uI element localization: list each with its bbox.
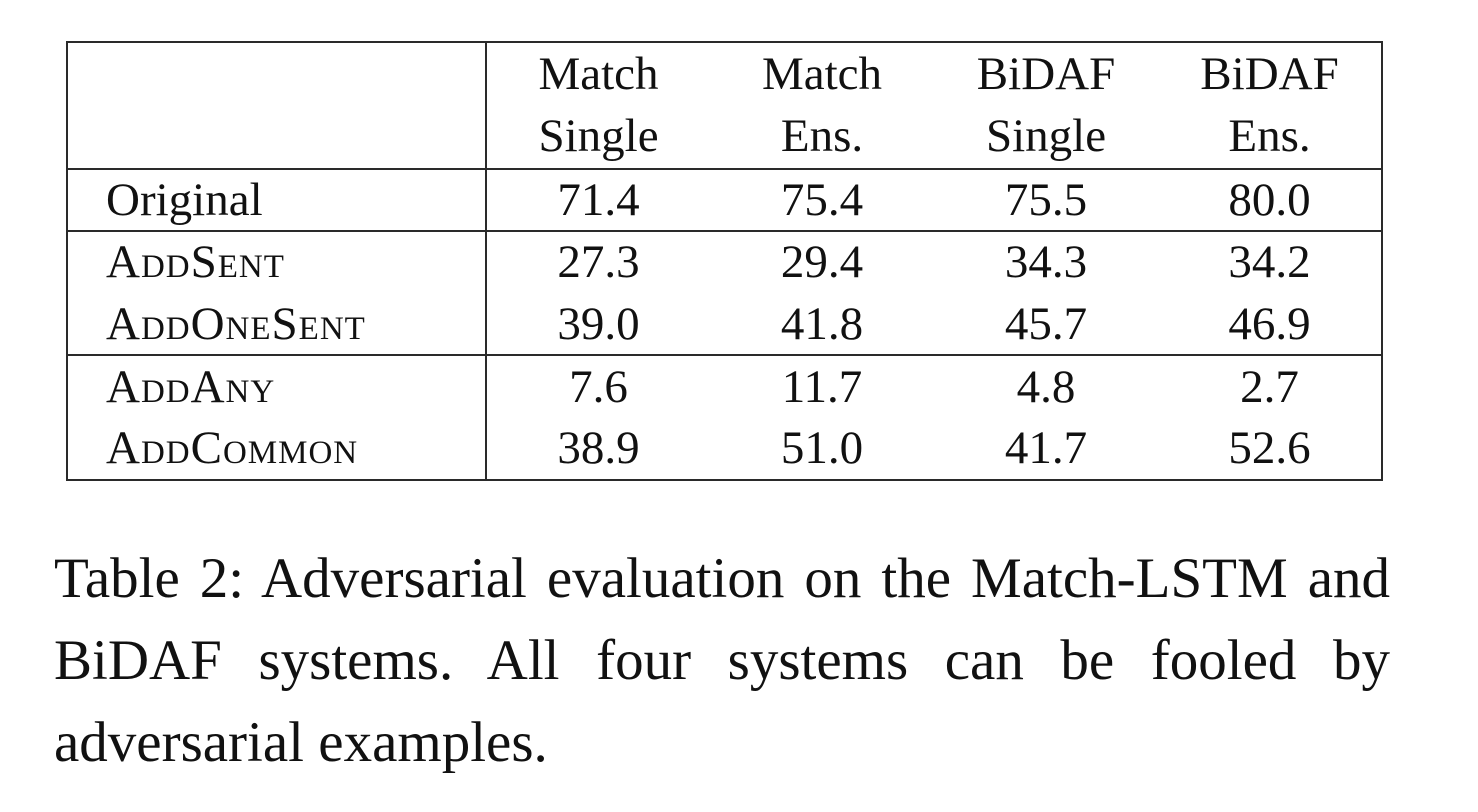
- row-label: Original: [67, 168, 487, 232]
- results-table: Match Single Match Ens. BiDAF Single BiD…: [66, 41, 1383, 481]
- table-cell: 41.7: [1004, 422, 1088, 475]
- table-row: AddOneSent 39.0 41.8 45.7 46.9: [67, 293, 1382, 357]
- table-row: Original 71.4 75.4 75.5 80.0: [67, 168, 1382, 232]
- table-cell: 75.5: [934, 168, 1158, 232]
- table-cell: 46.9: [1158, 293, 1382, 357]
- table-cell: 7.6: [569, 361, 628, 414]
- table-cell: 80.0: [1158, 168, 1382, 232]
- row-label: AddOneSent: [67, 293, 487, 357]
- table-cell: 27.3: [557, 236, 640, 289]
- column-header: BiDAF Single: [934, 42, 1158, 170]
- column-header: BiDAF Ens.: [1158, 42, 1382, 170]
- table-cell: 38.9: [557, 422, 640, 475]
- table-row: AddCommon 38.9 51.0 41.7 52.6: [67, 417, 1382, 480]
- table-cell: 2.7: [1240, 361, 1299, 414]
- column-header-line2: Single: [538, 110, 659, 163]
- column-header: Match Single: [486, 42, 710, 170]
- table-cell: 11.7: [781, 361, 863, 414]
- column-header-line2: Ens.: [780, 110, 864, 163]
- column-header-line2: Single: [985, 110, 1107, 163]
- table-row: AddSent 27.3 29.4 34.3 34.2: [67, 230, 1382, 294]
- row-label: AddSent: [67, 230, 487, 294]
- column-header-line1: BiDAF: [1200, 48, 1339, 101]
- column-header: Match Ens.: [710, 42, 934, 170]
- column-header-line1: BiDAF: [976, 48, 1116, 101]
- table-cell: 45.7: [934, 293, 1158, 357]
- column-header-line1: Match: [538, 48, 659, 101]
- table-cell: 29.4: [780, 236, 864, 289]
- table-cell: 39.0: [486, 293, 710, 357]
- table-cell: 4.8: [1016, 361, 1076, 414]
- row-label: AddAny: [67, 355, 487, 418]
- table-cell: 75.4: [710, 168, 934, 232]
- row-label: AddCommon: [67, 417, 487, 480]
- table-header-row: Match Single Match Ens. BiDAF Single BiD…: [67, 42, 1382, 170]
- header-empty-cell: [67, 42, 487, 170]
- table-cell: 41.8: [710, 293, 934, 357]
- table-cell: 71.4: [486, 168, 710, 232]
- column-header-line1: Match: [761, 48, 883, 101]
- column-header-line2: Ens.: [1228, 110, 1311, 163]
- table-cell: 34.3: [1004, 236, 1088, 289]
- table-row: AddAny 7.6 11.7 4.8 2.7: [67, 355, 1382, 418]
- table-caption: Table 2: Adversarial evaluation on the M…: [54, 547, 1390, 774]
- table-cell: 34.2: [1228, 236, 1311, 289]
- table-cell: 51.0: [780, 422, 864, 475]
- table-cell: 52.6: [1228, 422, 1311, 475]
